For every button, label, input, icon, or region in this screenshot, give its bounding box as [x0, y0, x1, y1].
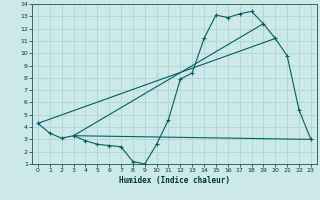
- X-axis label: Humidex (Indice chaleur): Humidex (Indice chaleur): [119, 176, 230, 185]
